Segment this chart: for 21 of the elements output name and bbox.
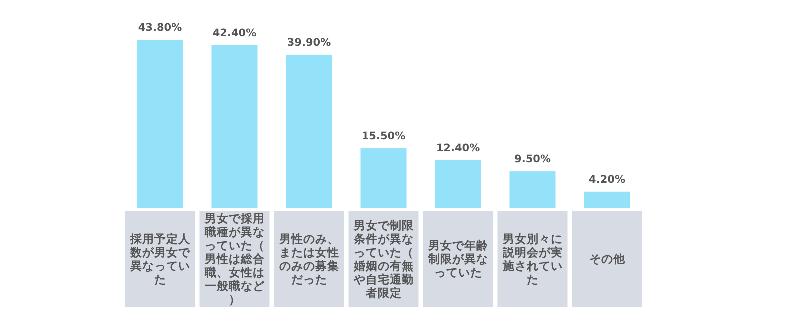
bar (584, 192, 630, 208)
data-label: 12.40% (436, 142, 481, 154)
bar (137, 40, 184, 208)
x-tick-label: 男性のみ、または女性のみの募集だった (278, 232, 340, 286)
bar (212, 45, 258, 208)
x-tick-label: その他 (589, 252, 626, 266)
data-label: 43.80% (138, 22, 183, 34)
data-label: 42.40% (212, 27, 258, 40)
x-tick-label: 採用予定人数が男女で異なっていた (129, 232, 192, 286)
x-tick-label: 男女別々に説明会が実施されていた (502, 232, 563, 286)
data-label: 4.20% (589, 174, 626, 186)
data-label: 15.50% (362, 130, 406, 143)
x-tick-label: 男女で年齢制限が異なっていた (427, 238, 490, 280)
x-tick-label: 男女で採用職種が異なっていた（男性は総合職、女性は一般職など） (204, 212, 266, 307)
data-label: 9.50% (514, 154, 552, 166)
bar (435, 160, 482, 208)
bar (360, 148, 407, 208)
bar (286, 54, 332, 208)
bar (510, 172, 556, 208)
data-label: 39.90% (287, 36, 332, 49)
x-tick-label: 男女で制限条件が異なっていた（婚姻の有無や自宅通勤者限定 (352, 218, 415, 300)
